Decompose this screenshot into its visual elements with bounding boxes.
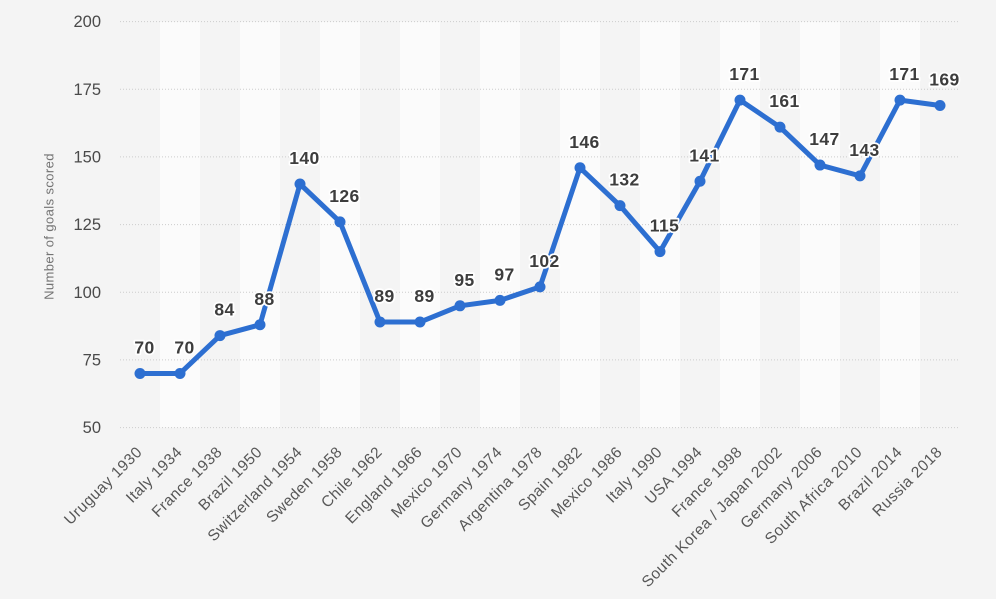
svg-text:150: 150 — [73, 148, 101, 166]
svg-text:143: 143 — [849, 140, 879, 160]
svg-text:50: 50 — [83, 419, 101, 437]
svg-text:Number of goals scored: Number of goals scored — [42, 153, 57, 300]
svg-text:171: 171 — [729, 64, 759, 84]
svg-text:100: 100 — [73, 284, 101, 302]
svg-text:102: 102 — [529, 251, 559, 271]
svg-text:169: 169 — [929, 70, 959, 90]
svg-text:161: 161 — [769, 91, 799, 111]
svg-text:200: 200 — [73, 13, 101, 31]
svg-text:95: 95 — [454, 270, 474, 290]
svg-text:115: 115 — [650, 216, 679, 236]
svg-text:70: 70 — [174, 337, 194, 357]
svg-text:146: 146 — [569, 132, 599, 152]
svg-text:84: 84 — [214, 300, 234, 320]
svg-text:75: 75 — [83, 351, 101, 369]
svg-text:171: 171 — [889, 64, 919, 84]
svg-text:132: 132 — [609, 170, 639, 190]
svg-text:141: 141 — [689, 145, 719, 165]
svg-text:125: 125 — [73, 216, 101, 234]
svg-text:97: 97 — [494, 264, 514, 284]
svg-text:88: 88 — [254, 289, 274, 309]
svg-text:89: 89 — [374, 286, 394, 306]
svg-text:175: 175 — [73, 81, 101, 99]
svg-text:70: 70 — [134, 337, 154, 357]
svg-text:89: 89 — [414, 286, 434, 306]
svg-text:147: 147 — [809, 129, 839, 149]
svg-text:140: 140 — [289, 148, 319, 168]
svg-text:126: 126 — [329, 186, 359, 206]
